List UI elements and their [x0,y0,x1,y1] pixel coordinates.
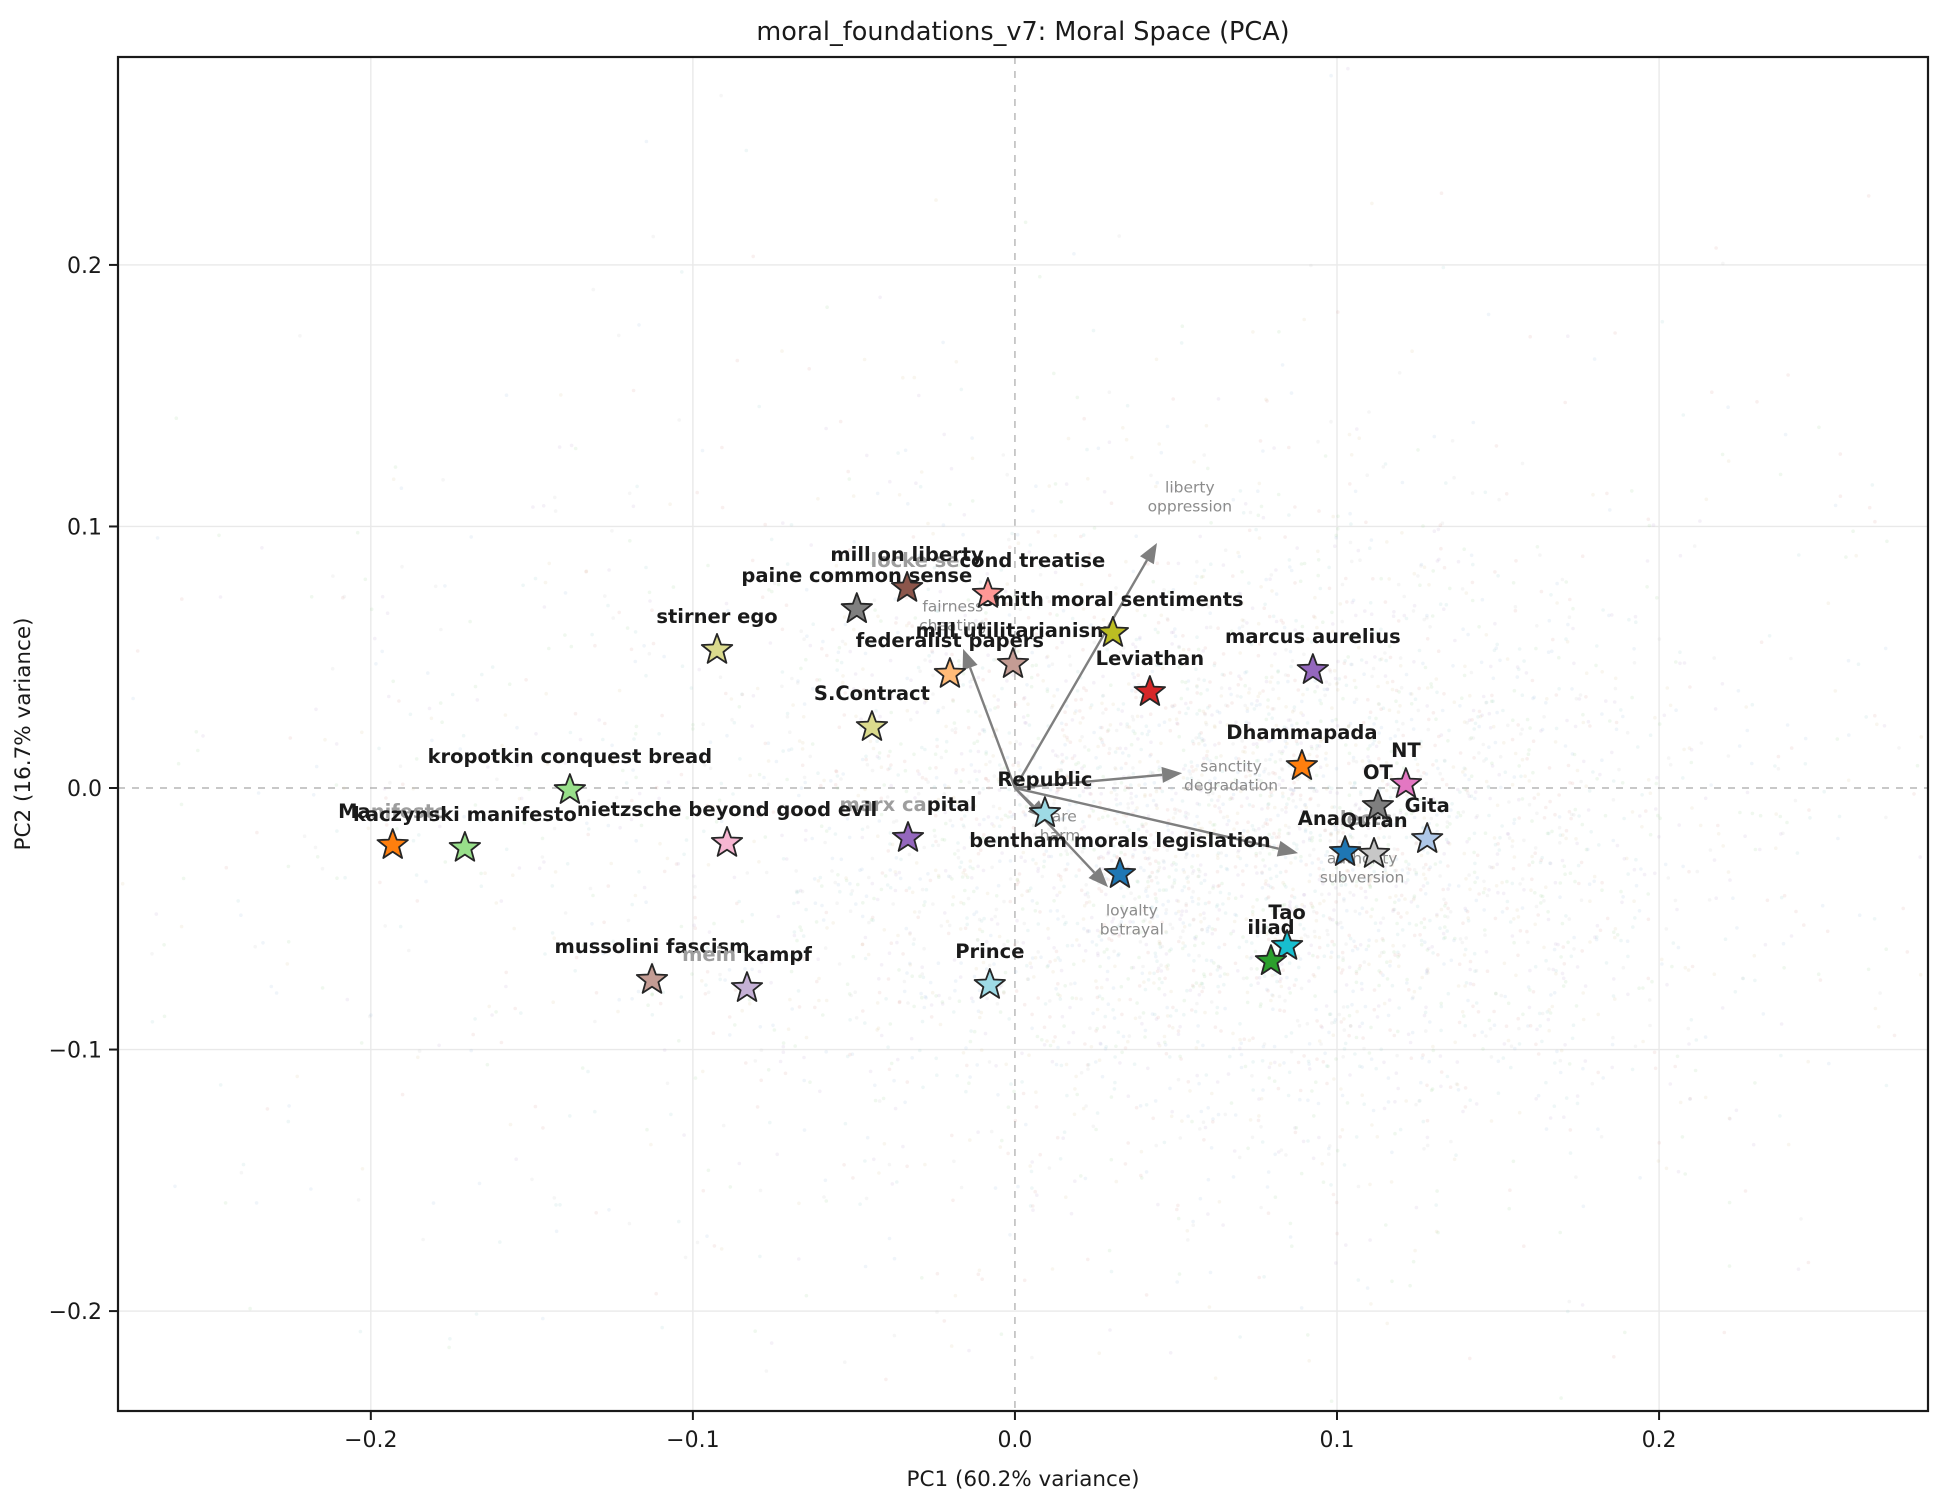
label-locke-second-treatise: locke second treatise [871,549,1106,572]
background-dots [120,66,1924,1403]
label-dhammapada: Dhammapada [1226,721,1377,744]
star-nietzsche-beyond-good-evil [710,826,744,857]
x-tick-0-0: 0.0 [997,1428,1032,1453]
label-marcus-aurelius: marcus aurelius [1225,625,1401,648]
arrow-loyalty-betrayal [1014,787,1109,888]
loading-label-liberty-oppression: liberty oppression [1148,478,1233,515]
label-mein-kampf: mein kampf [682,943,812,966]
star-locke-second-treatise [971,577,1004,608]
x-tick-0-2: 0.2 [1642,1428,1677,1453]
loading-label-loyalty-betrayal: loyalty betrayal [1100,902,1164,939]
star-marx-capital [891,821,925,852]
star-leviathan [1133,675,1166,706]
label-nietzsche-beyond-good-evil: nietzsche beyond good evil [577,798,877,821]
star-paine-common-sense [840,592,873,623]
star-analects [1328,835,1362,866]
star-dhammapada [1285,749,1318,780]
star-kaczynski-manifesto [448,831,481,862]
star-kropotkin-conquest-bread [553,773,586,804]
arrow-liberty-oppression [1013,542,1157,789]
y-tick-0-0: 0.0 [67,777,102,802]
plot-frame [116,55,1930,1413]
star-manifesto [376,828,409,859]
label-republic: Republic [997,768,1092,791]
label-ot: OT [1363,761,1394,784]
label-gita: Gita [1405,794,1450,817]
star-smith-moral-sentiments [1096,616,1129,647]
label-mill-on-liberty: mill on liberty [830,543,984,566]
label-smith-moral-sentiments: smith moral sentiments [982,588,1244,611]
star-stirner-ego [700,633,734,664]
star-mussolini-fascism [635,963,669,994]
label-stirner-ego: stirner ego [656,605,777,628]
arrow-authority-subversion [1014,786,1299,857]
star-s-contract [855,710,889,741]
loading-label-sanctity-degradation: sanctity degradation [1184,758,1278,795]
label-kaczynski-manifesto: kaczynski manifesto [353,803,577,826]
label-quran: Quran [1340,809,1407,832]
label-mill-utilitarianism: mill utilitarianism [916,619,1111,642]
arrow-sanctity-degradation [1014,766,1183,790]
star-federalist-papers [933,657,966,688]
label-bentham-morals-legislation: bentham morals legislation [969,829,1270,852]
label-tao: Tao [1268,901,1305,924]
x-axis-label: PC1 (60.2% variance) [907,1467,1140,1492]
star-mill-utilitarianism [996,647,1030,678]
star-quran [1357,837,1391,868]
label-manifesto: Manifesto [338,800,447,823]
star-tao [1271,929,1304,960]
arrow-fairness-cheating [962,648,1017,789]
star-marcus-aurelius [1296,653,1329,684]
chart-title: moral_foundations_v7: Moral Space (PCA) [756,17,1289,47]
loading-label-authority-subversion: authority subversion [1320,850,1405,887]
x-tick-0-1: −0.1 [666,1428,719,1453]
label-marx-capital: marx capital [840,793,977,816]
gridlines [118,57,1928,1411]
label-nt: NT [1391,739,1421,762]
label-iliad: iliad [1247,916,1294,939]
star-gita [1411,822,1444,853]
loading-label-fairness-cheating: fairness cheating [919,597,986,634]
star-nt [1389,767,1423,798]
star-prince [973,968,1006,999]
label-federalist-papers: federalist papers [856,629,1044,652]
stars [376,571,1444,1002]
star-mill-on-liberty [890,571,924,602]
y-tick-0-2: −0.2 [49,1300,102,1325]
label-s-contract: S.Contract [814,682,930,705]
star-bentham-morals-legislation [1103,857,1137,888]
x-tick-0-2: −0.2 [344,1428,397,1453]
label-prince: Prince [955,940,1024,963]
label-leviathan: Leviathan [1096,647,1204,670]
star-republic [1028,796,1061,827]
star-iliad [1254,944,1288,975]
loading-arrows [962,542,1299,888]
x-tick-0-1: 0.1 [1320,1428,1355,1453]
y-tick-0-1: −0.1 [49,1039,102,1064]
label-mussolini-fascism: mussolini fascism [555,935,750,958]
y-tick-0-2: 0.2 [67,254,102,279]
star-ot [1361,789,1394,820]
axis-ticks: −0.2 −0.1 0.0 0.1 0.2 −0.2 −0.1 0.0 0.1 0.2 [49,254,1677,1453]
star-mein-kampf [730,971,764,1002]
label-paine-common-sense: paine common sense [741,564,972,587]
loading-labels: liberty oppression fairness cheating sanctit… [919,478,1404,938]
y-tick-0-1: 0.1 [67,515,102,540]
y-axis-label: PC2 (16.7% variance) [11,618,36,851]
label-kropotkin-conquest-bread: kropotkin conquest bread [428,745,713,768]
